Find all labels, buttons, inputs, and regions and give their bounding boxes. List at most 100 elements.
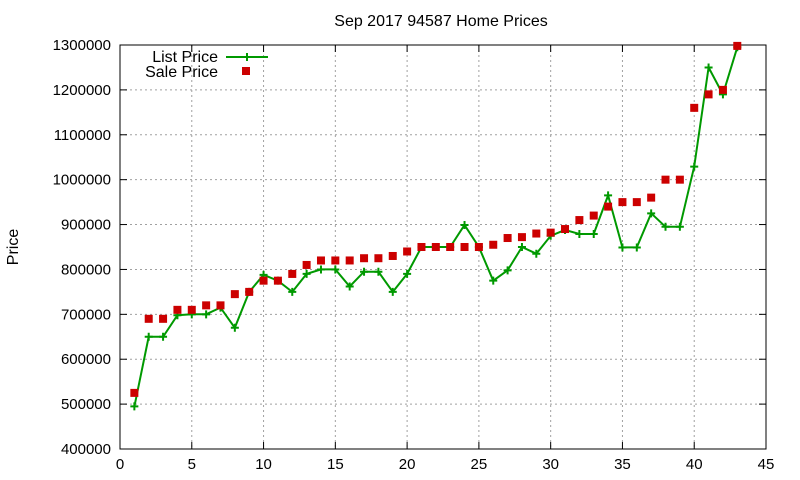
- sale-price-point: [489, 240, 498, 249]
- sale-price-point: [288, 269, 297, 278]
- list-price-point: [316, 265, 325, 274]
- sale-price-point: [517, 233, 526, 242]
- x-tick-label: 35: [614, 456, 631, 473]
- list-price-point: [130, 402, 139, 411]
- y-tick-label: 1200000: [53, 82, 111, 99]
- y-tick-label: 600000: [61, 351, 111, 368]
- sale-price-point: [632, 198, 641, 207]
- x-tick-label: 45: [758, 456, 775, 473]
- sale-price-point: [259, 276, 268, 285]
- list-price-point: [690, 162, 699, 171]
- list-price-point: [403, 269, 412, 278]
- sale-price-point: [245, 287, 254, 296]
- sale-price-point: [273, 276, 282, 285]
- series-layer: [130, 41, 742, 411]
- list-price-point: [604, 191, 613, 200]
- sale-price-point: [302, 260, 311, 269]
- sale-price-point: [675, 175, 684, 184]
- list-price-point: [489, 276, 498, 285]
- legend-sample-sale-price: [242, 67, 250, 75]
- list-price-point: [159, 332, 168, 341]
- y-tick-label: 900000: [61, 217, 111, 234]
- y-tick-label: 400000: [61, 441, 111, 458]
- sale-price-point: [690, 103, 699, 112]
- sale-price-point: [718, 85, 727, 94]
- sale-price-point: [216, 301, 225, 310]
- list-price-point: [517, 243, 526, 251]
- sale-price-point: [403, 247, 412, 256]
- list-price-point: [288, 287, 297, 296]
- sale-price-point: [589, 211, 598, 220]
- list-price-point: [331, 265, 340, 274]
- list-price-point: [230, 323, 239, 332]
- axes: 400000 500000 600000 700000 800000 900000 1000…: [53, 37, 775, 473]
- sale-price-point: [202, 301, 211, 310]
- sale-price-point: [331, 256, 340, 265]
- sale-price-point: [173, 305, 182, 314]
- sale-price-point: [503, 234, 512, 243]
- plot-area: [119, 44, 767, 450]
- sale-price-point: [417, 243, 426, 251]
- list-price-point: [460, 221, 469, 230]
- list-price-point: [704, 63, 713, 72]
- x-tick-label: 15: [327, 456, 344, 473]
- sale-price-point: [316, 256, 325, 265]
- list-price-point: [675, 222, 684, 231]
- legend-marker-list-price: [243, 53, 251, 61]
- y-tick-label: 500000: [61, 396, 111, 413]
- chart-title: Sep 2017 94587 Home Prices: [334, 13, 547, 30]
- x-tick-label: 25: [471, 456, 488, 473]
- y-tick-label: 1000000: [53, 172, 111, 189]
- list-price-line: [133, 46, 739, 407]
- sale-price-point: [360, 254, 369, 263]
- list-price-point: [144, 332, 153, 341]
- list-price-point: [374, 267, 383, 276]
- y-tick-label: 1300000: [53, 37, 111, 54]
- sale-price-point: [144, 314, 153, 323]
- sale-price-point: [575, 216, 584, 225]
- y-tick-label: 700000: [61, 306, 111, 323]
- legend: List Price Sale Price: [145, 49, 268, 81]
- list-price-point: [661, 222, 670, 231]
- sale-price-point: [704, 90, 713, 99]
- sale-price-point: [431, 243, 440, 251]
- x-tick-label: 10: [255, 456, 272, 473]
- sale-price-point: [230, 290, 239, 299]
- sale-price-point: [187, 305, 196, 314]
- sale-price-point: [661, 175, 670, 184]
- x-tick-label: 40: [686, 456, 703, 473]
- sale-price-point: [460, 243, 469, 251]
- sale-price-point: [604, 202, 613, 211]
- list-price-point: [345, 282, 354, 291]
- y-axis-label: Price: [5, 229, 22, 266]
- sale-price-point: [345, 256, 354, 265]
- sale-price-point: [159, 314, 168, 323]
- list-price-point: [360, 267, 369, 276]
- y-tick-label: 1100000: [54, 127, 111, 144]
- sale-price-point: [532, 229, 541, 238]
- list-price-point: [618, 243, 627, 252]
- sale-price-point: [130, 388, 139, 397]
- sale-price-point: [546, 228, 555, 237]
- sale-price-point: [733, 41, 742, 50]
- list-price-point: [503, 266, 512, 275]
- sale-price-point: [474, 243, 483, 251]
- sale-price-point: [647, 193, 656, 202]
- list-price-point: [589, 229, 598, 238]
- legend-label-sale-price: Sale Price: [145, 64, 218, 81]
- sale-price-point: [618, 198, 627, 207]
- list-price-point: [575, 229, 584, 238]
- x-tick-label: 5: [188, 456, 196, 473]
- sale-price-point: [561, 225, 570, 234]
- list-price-point: [532, 249, 541, 258]
- x-tick-label: 0: [116, 456, 124, 473]
- legend-label-list-price: List Price: [152, 49, 218, 66]
- list-price-point: [202, 310, 211, 319]
- list-price-point: [647, 209, 656, 218]
- x-tick-label: 20: [399, 456, 416, 473]
- list-price-point: [302, 269, 311, 278]
- sale-price-point: [374, 254, 383, 263]
- y-tick-label: 800000: [61, 261, 111, 278]
- sale-price-point: [388, 251, 397, 260]
